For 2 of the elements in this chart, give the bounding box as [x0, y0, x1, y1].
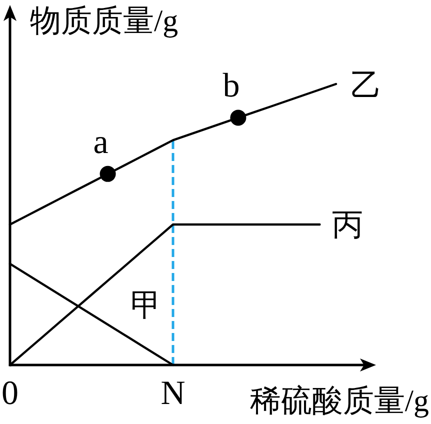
- x-label: 稀硫酸质量/g: [250, 383, 429, 418]
- y-label: 物质质量/g: [30, 3, 178, 38]
